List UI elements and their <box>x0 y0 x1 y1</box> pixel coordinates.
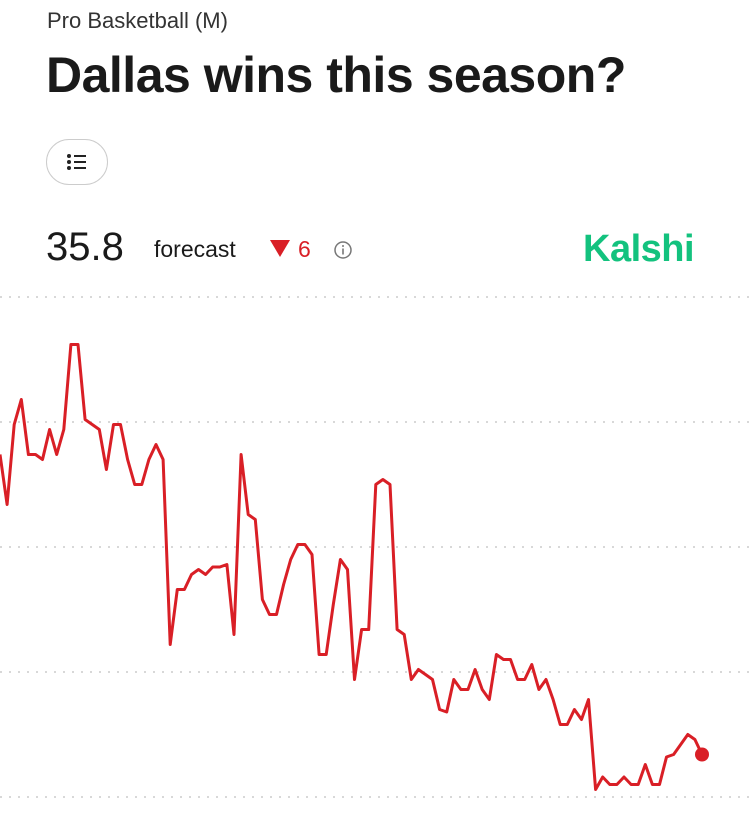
forecast-label: forecast <box>154 236 236 262</box>
forecast-value: 35.8 <box>46 225 124 269</box>
down-arrow <box>270 240 290 257</box>
end-dot <box>695 747 709 762</box>
info-icon[interactable] <box>333 240 353 260</box>
forecast-change: 6 <box>298 236 311 262</box>
source: Kalshi <box>583 228 695 270</box>
line <box>0 343 704 791</box>
title: Dallas wins this season? <box>46 47 626 103</box>
list-button[interactable] <box>46 139 108 185</box>
category: Pro Basketball (M) <box>47 8 228 33</box>
grid <box>0 296 750 798</box>
list-icon <box>67 154 86 170</box>
